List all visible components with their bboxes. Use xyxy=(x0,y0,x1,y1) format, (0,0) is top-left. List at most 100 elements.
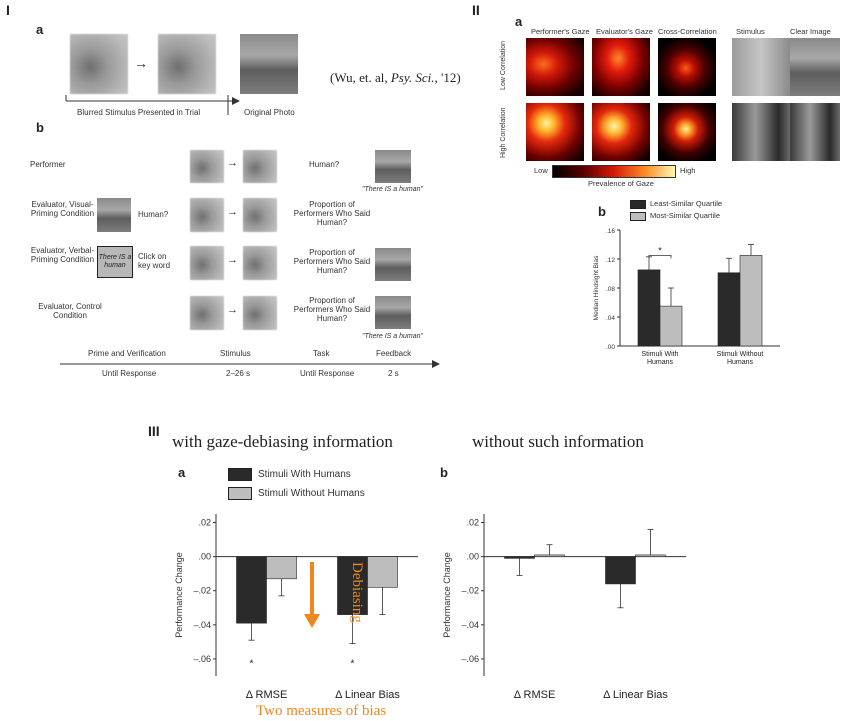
blurred-stimulus-1 xyxy=(70,34,128,94)
down-arrow-icon xyxy=(304,562,320,628)
row-low-correlation: Low Correlation xyxy=(500,40,507,90)
legend-least-similar: Least-Similar Quartile xyxy=(650,199,723,209)
bar xyxy=(717,272,741,347)
y-tick-label: .12 xyxy=(606,257,615,264)
stim-r4-b xyxy=(243,296,277,330)
duration-stimulus: 2–26 s xyxy=(226,369,251,378)
y-tick-label: .02 xyxy=(198,518,211,528)
legend-swatch-light xyxy=(630,212,646,221)
panel-II-label: II xyxy=(472,2,480,18)
colorbar-high: High xyxy=(680,166,696,175)
phase-prime: Prime and Verification xyxy=(88,349,166,358)
arrow-icon: → xyxy=(227,206,238,218)
original-photo xyxy=(240,34,298,94)
category-label: Δ RMSE xyxy=(246,689,288,701)
bar xyxy=(739,255,763,347)
row-high-correlation: High Correlation xyxy=(500,107,507,158)
task-r3: Proportion of Performers Who Said Human? xyxy=(293,248,371,276)
colorbar-low: Low xyxy=(534,166,548,175)
bar xyxy=(659,305,683,347)
stim-r3-b xyxy=(243,246,277,280)
row-label-visual: Evaluator, Visual-Priming Condition xyxy=(30,200,95,219)
citation: (Wu, et. al, Psy. Sci., '12) xyxy=(330,70,461,86)
stim-r2-a xyxy=(190,198,224,232)
heatmap-performer-low xyxy=(526,38,584,96)
citation-journal: Psy. Sci. xyxy=(390,70,435,85)
category-label: Δ Linear Bias xyxy=(603,689,668,701)
y-tick-label: .02 xyxy=(466,518,479,528)
y-tick-label: –.06 xyxy=(461,654,479,664)
legend-swatch-dark xyxy=(228,468,252,481)
panel-II-a-label: a xyxy=(515,14,523,29)
y-axis-label: Performance Change xyxy=(174,552,184,638)
blurred-stimulus-2 xyxy=(158,34,216,94)
arrow-icon: → xyxy=(227,304,238,316)
divider-line xyxy=(227,95,229,115)
y-tick-label: .08 xyxy=(606,286,615,293)
y-tick-label: –.06 xyxy=(193,654,211,664)
feedback-quote-r1: "There IS a human" xyxy=(362,186,424,193)
panel-I-b-label: b xyxy=(36,120,44,135)
stim-r1-a xyxy=(190,150,224,183)
phase-task: Task xyxy=(313,349,330,358)
col-performer-gaze: Performer's Gaze xyxy=(531,27,590,36)
prime-box: There IS a human xyxy=(97,246,133,278)
citation-pre: (Wu, et. al, xyxy=(330,70,391,85)
panel-III-b-label: b xyxy=(440,465,448,480)
category-label: Δ Linear Bias xyxy=(335,689,400,701)
heatmap-evaluator-low xyxy=(592,38,650,96)
col-clear-image: Clear Image xyxy=(790,27,831,36)
prime-box-text: There IS a human xyxy=(98,254,132,269)
y-tick-label: .00 xyxy=(198,552,211,562)
feedback-quote-r4: "There IS a human" xyxy=(362,333,424,340)
chart-II-b: .00 .04 .08 .12 .16 Median Hindsight Bias Stim… xyxy=(593,228,780,366)
y-tick-label: –.04 xyxy=(461,620,479,630)
debias-text: Debiasing xyxy=(349,562,365,623)
stim-r3-a xyxy=(190,246,224,280)
feedback-photo-r3 xyxy=(375,248,411,281)
feedback-photo-r4 xyxy=(375,296,411,329)
heatmap-crosscorr-high xyxy=(658,103,716,161)
panel-I-label: I xyxy=(6,2,10,18)
y-tick-label: .16 xyxy=(606,228,615,235)
y-axis-label: Median Hindsight Bias xyxy=(593,255,600,320)
legend-III-a: Stimuli With Humans Stimuli Without Huma… xyxy=(228,468,365,500)
arrow-icon: → xyxy=(134,55,148,71)
task-r4: Proportion of Performers Who Said Human? xyxy=(293,296,371,324)
timeline-bracket xyxy=(65,95,240,105)
feedback-photo-r1 xyxy=(375,150,411,183)
stim-r1-b xyxy=(243,150,277,183)
significance-star: * xyxy=(658,245,662,255)
y-axis-label: Performance Change xyxy=(442,552,452,638)
heading-without-info: without such information xyxy=(472,432,644,451)
panel-III-label: III xyxy=(148,423,160,439)
legend-with-humans: Stimuli With Humans xyxy=(258,468,351,480)
bar xyxy=(266,556,297,580)
duration-prime: Until Response xyxy=(102,369,157,378)
blurred-caption: Blurred Stimulus Presented in Trial xyxy=(77,108,201,117)
heatmap-evaluator-high xyxy=(592,103,650,161)
stim-r2-b xyxy=(243,198,277,232)
bar xyxy=(504,556,535,559)
y-tick-label: –.02 xyxy=(193,586,211,596)
citation-post: , '12) xyxy=(434,70,461,85)
stim-r4-a xyxy=(190,296,224,330)
significance-bracket xyxy=(648,254,672,259)
chart-III-a: –.06 –.04 –.02 .00 .02 Performance Change Δ RM… xyxy=(174,514,418,701)
heatmap-crosscorr-low xyxy=(658,38,716,96)
original-caption: Original Photo xyxy=(244,108,295,117)
panel-I-a-label: a xyxy=(36,22,44,37)
timeline-arrow xyxy=(60,360,440,368)
panel-I: I a → Blurred Stimulus Presented in Tria… xyxy=(0,0,520,390)
legend-without-humans: Stimuli Without Humans xyxy=(258,487,365,499)
category-label: Δ RMSE xyxy=(514,689,556,701)
bar xyxy=(635,554,666,557)
category-label: Stimuli With Humans xyxy=(642,351,679,366)
y-tick-label: –.02 xyxy=(461,586,479,596)
colorbar xyxy=(552,165,676,178)
task-r2: Proportion of Performers Who Said Human? xyxy=(293,200,371,228)
prime-photo xyxy=(97,198,131,232)
prime-text-r3: Click on key word xyxy=(138,252,171,271)
y-tick-label: .04 xyxy=(606,315,615,322)
row-label-verbal: Evaluator, Verbal-Priming Condition xyxy=(30,246,95,265)
